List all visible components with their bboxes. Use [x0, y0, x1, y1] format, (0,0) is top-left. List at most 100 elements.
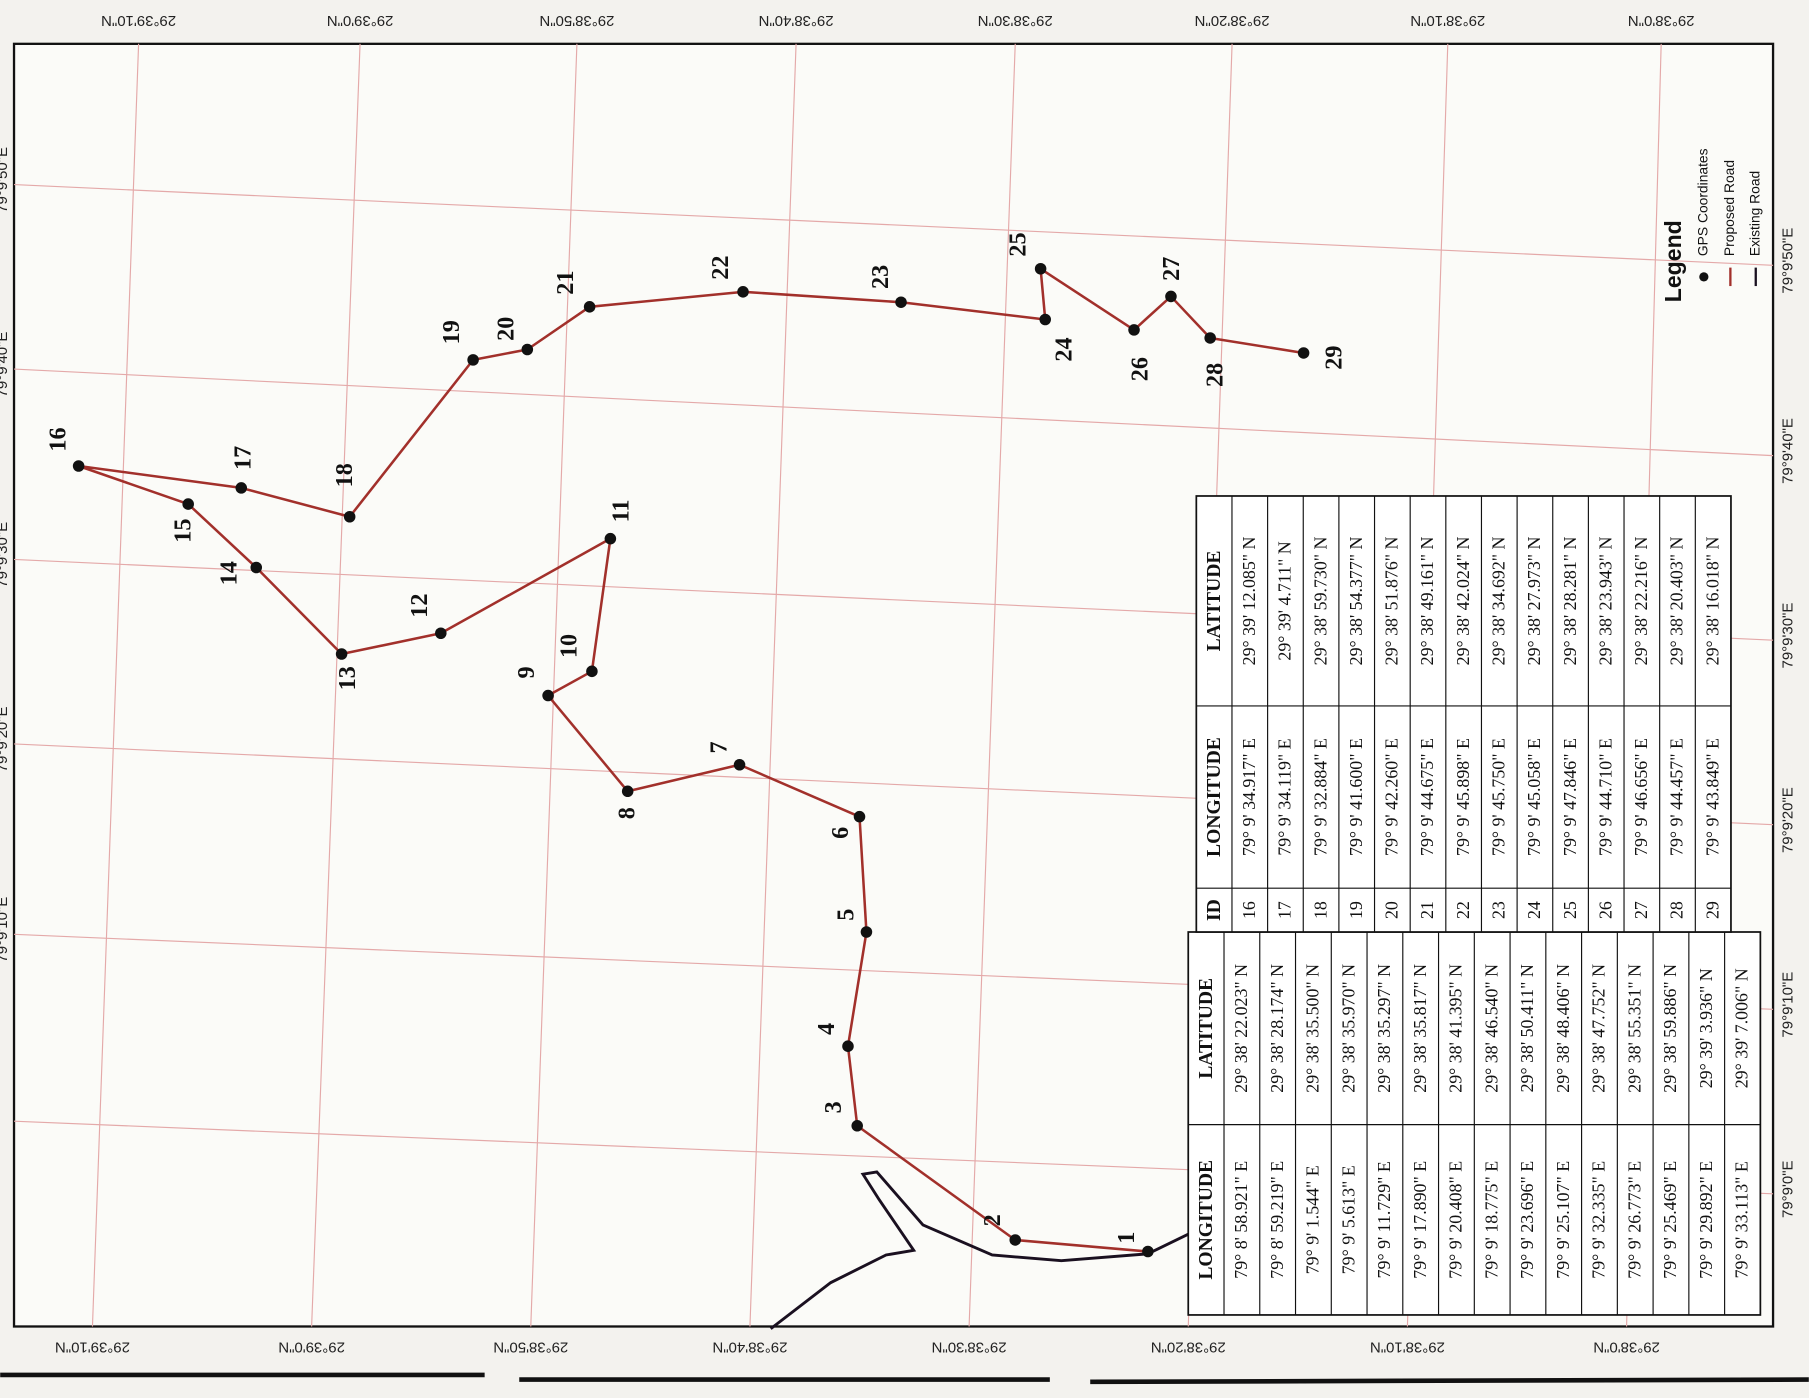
table-cell: 29° 38' 35.297" N	[1374, 964, 1394, 1093]
lat-label: 29°38'30"N	[932, 1339, 1007, 1356]
grid-line	[91, 43, 140, 1327]
lat-label: 29°39'10"N	[101, 12, 176, 29]
table-cell: 16	[1239, 901, 1259, 919]
point-label: 6	[827, 827, 854, 839]
gps-point	[521, 343, 534, 356]
table-cell: 29° 39' 3.936" N	[1696, 968, 1716, 1088]
table-cell: 79° 9' 43.849" E	[1702, 738, 1722, 856]
point-label: 11	[608, 500, 635, 523]
table-cell: 79° 9' 34.119" E	[1275, 738, 1295, 855]
table-cell: 79° 9' 5.613" E	[1338, 1165, 1358, 1274]
gps-point	[583, 301, 596, 313]
table-cell: 29° 38' 41.395" N	[1446, 964, 1466, 1093]
table-cell: 79° 8' 58.921" E	[1231, 1161, 1251, 1279]
grid-line	[311, 43, 361, 1327]
lat-label: 29°38'0"N	[1593, 1339, 1660, 1356]
point-label: 12	[406, 593, 433, 617]
table-cell: 79° 9' 32.335" E	[1589, 1161, 1609, 1279]
table-cell: 27	[1631, 901, 1651, 919]
lon-label: 79°9'10"E	[1780, 972, 1797, 1038]
table-cell: 79° 9' 42.260" E	[1382, 738, 1402, 856]
table-cell: 79° 9' 25.469" E	[1660, 1161, 1680, 1279]
table-cell: 28	[1667, 901, 1687, 919]
table-cell: 79° 9' 44.710" E	[1595, 738, 1615, 856]
gps-point	[182, 498, 194, 510]
gps-point	[1142, 1245, 1154, 1258]
table-cell: 29° 38' 59.886" N	[1660, 964, 1680, 1093]
table-cell: 29° 39' 7.006" N	[1732, 968, 1752, 1088]
point-label: 19	[438, 320, 465, 344]
point-label: 14	[215, 561, 242, 585]
lat-label: 29°38'50"N	[493, 1339, 568, 1356]
table-cell: 22	[1453, 901, 1473, 919]
graticule: 29°39'10"N29°39'10"N29°39'0"N29°39'0"N29…	[0, 12, 1797, 1355]
lon-label: 79°9'20"E	[0, 706, 11, 772]
lat-label: 29°39'10"N	[55, 1339, 130, 1356]
point-label: 20	[492, 317, 519, 341]
table-cell: 79° 9' 34.917" E	[1239, 738, 1259, 856]
point-label: 7	[706, 741, 733, 753]
table-cell: 29° 38' 48.406" N	[1553, 964, 1573, 1093]
gps-point	[586, 665, 598, 678]
point-label: 3	[820, 1101, 847, 1113]
table-cell: 79° 9' 17.890" E	[1410, 1161, 1430, 1279]
table-cell: 79° 9' 23.696" E	[1517, 1161, 1537, 1279]
table-cell: 29° 38' 42.024" N	[1453, 536, 1473, 665]
table-cell: 29° 38' 16.018" N	[1702, 536, 1722, 665]
lat-label: 29°38'20"N	[1195, 12, 1270, 29]
table-cell: 29° 38' 47.752" N	[1589, 964, 1609, 1093]
gps-point	[842, 1040, 854, 1052]
table-cell: 79° 9' 26.773" E	[1624, 1161, 1644, 1279]
point-label: 23	[867, 265, 894, 289]
table-cell: 29° 38' 46.540" N	[1481, 964, 1501, 1093]
table-cell: 79° 9' 18.775" E	[1481, 1161, 1501, 1279]
table-cell: 29° 38' 23.943" N	[1595, 536, 1615, 665]
table-cell: 79° 9' 44.675" E	[1417, 738, 1437, 856]
legend-title: Legend	[1660, 220, 1686, 302]
table-cell: 29° 38' 50.411" N	[1517, 964, 1537, 1092]
lon-label: 79°9'40"E	[0, 332, 11, 398]
point-label: 2	[979, 1214, 1006, 1226]
lat-label: 29°39'0"N	[327, 12, 394, 29]
table-border	[1195, 495, 1732, 933]
table-cell: 17	[1275, 901, 1295, 919]
table-cell: 24	[1524, 901, 1544, 919]
gps-point	[1128, 324, 1140, 336]
table-cell: 29° 38' 49.161" N	[1417, 536, 1437, 665]
gps-point	[853, 810, 866, 823]
grid-line	[968, 43, 1016, 1327]
coordinate-tables: LONGITUDE 79° 8' 58.921" E 79° 8' 59.219" …	[1187, 495, 1762, 1316]
table-cell: 29° 38' 35.500" N	[1303, 964, 1323, 1093]
table-cell: 79° 9' 25.107" E	[1553, 1161, 1573, 1279]
gps-point	[542, 689, 554, 702]
gps-point	[895, 296, 907, 308]
table-header: LONGITUDE	[1196, 1160, 1217, 1280]
lat-label: 29°38'10"N	[1410, 12, 1485, 29]
gps-point	[72, 460, 85, 472]
point-label: 16	[45, 427, 72, 451]
lat-label: 29°38'10"N	[1370, 1339, 1445, 1356]
table-header: LONGITUDE	[1204, 737, 1225, 857]
table-cell: 79° 9' 11.729" E	[1374, 1161, 1394, 1278]
point-label: 10	[556, 634, 583, 658]
table-cell: 29° 38' 28.174" N	[1267, 964, 1287, 1093]
gps-point	[1165, 290, 1177, 303]
gps-point	[737, 286, 749, 298]
table-cell: 29° 39' 12.085" N	[1239, 536, 1259, 665]
table-cell: 29° 39' 4.711" N	[1275, 541, 1295, 660]
table-cell: 29° 38' 22.023" N	[1231, 964, 1251, 1093]
point-label: 18	[331, 463, 358, 487]
gps-point	[335, 648, 348, 660]
table-cell: 29° 38' 51.876" N	[1382, 536, 1402, 665]
table-cell: 29° 38' 20.403" N	[1667, 536, 1687, 665]
table-cell: 79° 9' 45.750" E	[1489, 738, 1509, 856]
table-cell: 19	[1346, 901, 1366, 919]
lat-label: 29°38'20"N	[1151, 1339, 1226, 1356]
table-header: ID	[1204, 899, 1225, 921]
table-cell: 20	[1382, 901, 1402, 919]
legend-item: Proposed Road	[1721, 160, 1737, 256]
lat-label: 29°38'30"N	[978, 12, 1053, 29]
point-label: 22	[707, 255, 734, 279]
table-cell: 79° 9' 32.884" E	[1310, 738, 1330, 856]
table-cell: 79° 9' 47.846" E	[1560, 738, 1580, 856]
